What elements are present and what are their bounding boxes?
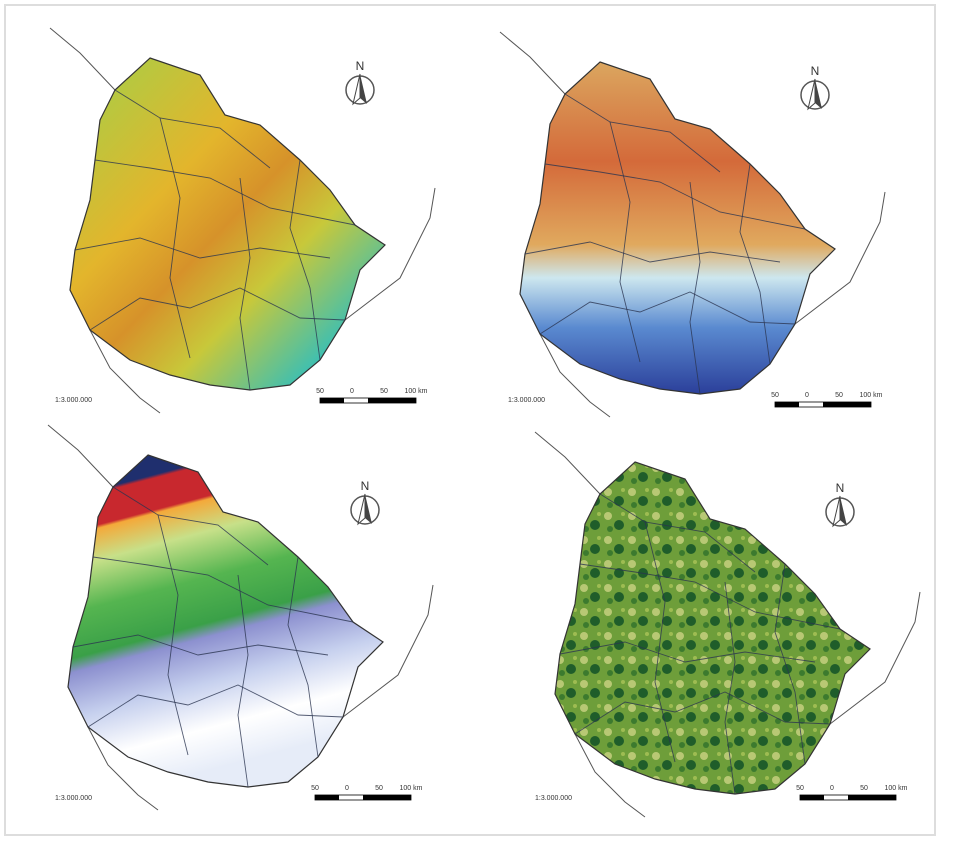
scale-segment [872,795,896,800]
map-panel [534,431,921,818]
scale-label: 50 [796,785,804,792]
scale-label: 100 km [885,785,908,792]
country-shape [519,61,836,395]
department-border [157,514,189,756]
map-panel [49,27,436,414]
department-border [544,163,806,230]
scale-label: 50 [860,785,868,792]
scale-segment [775,402,799,407]
frame [4,4,936,836]
scale-ratio: 1:3.000.000 [55,795,92,802]
department-border [564,93,721,173]
department-border [539,291,796,335]
department-border [159,117,191,359]
scale-label: 50 [375,785,383,792]
department-border [72,634,329,656]
scale-label: 100 km [405,388,428,395]
department-border [74,237,331,259]
scale-label: 50 [316,388,324,395]
department-border [689,181,701,395]
department-border [609,121,641,363]
scale-ratio: 1:3.000.000 [535,795,572,802]
department-border [574,691,831,735]
scale-label: 50 [771,392,779,399]
map-panel [499,31,886,418]
river-line [499,31,886,418]
scale-segment [847,402,871,407]
map-panel [47,424,434,811]
scale-label: 50 [380,388,388,395]
scale-segment [848,795,872,800]
department-border [599,493,756,573]
scale-label: 0 [805,392,809,399]
scale-label: 100 km [860,392,883,399]
department-border [774,563,806,765]
scale-segment [387,795,411,800]
department-border [92,556,354,623]
department-border [114,89,271,169]
north-label: N [836,481,845,495]
department-border [579,563,841,630]
department-border [239,177,251,391]
north-label: N [356,59,365,73]
scale-label: 0 [345,785,349,792]
north-arrow [832,495,841,528]
country-shape [554,461,871,795]
north-arrow [815,79,822,109]
country-shape [67,454,384,788]
scale-segment [823,402,847,407]
scale-segment [368,398,392,403]
scale-segment [392,398,416,403]
scale-segment [800,795,824,800]
scale-segment [315,795,339,800]
north-arrow [352,73,361,106]
scale-label: 100 km [400,785,423,792]
river-line [49,27,436,414]
department-border [644,521,676,763]
north-label: N [811,64,820,78]
scale-segment [320,398,344,403]
department-border [112,486,269,566]
north-arrow [357,493,366,526]
department-border [289,159,321,361]
department-border [524,241,781,263]
north-arrow [365,494,372,524]
north-label: N [361,479,370,493]
department-border [724,581,736,795]
department-border [237,574,249,788]
scale-segment [363,795,387,800]
river-line [534,431,921,818]
north-arrow [840,496,847,526]
river-line [47,424,434,811]
scale-ratio: 1:3.000.000 [508,397,545,404]
department-border [559,641,816,663]
department-border [94,159,356,226]
scale-label: 0 [350,388,354,395]
north-arrow [360,74,367,104]
scale-label: 50 [835,392,843,399]
department-border [739,163,771,365]
scale-ratio: 1:3.000.000 [55,397,92,404]
department-border [287,556,319,758]
north-arrow [807,78,816,111]
department-border [89,287,346,331]
scale-label: 0 [830,785,834,792]
department-border [87,684,344,728]
country-shape [69,57,386,391]
scale-label: 50 [311,785,319,792]
